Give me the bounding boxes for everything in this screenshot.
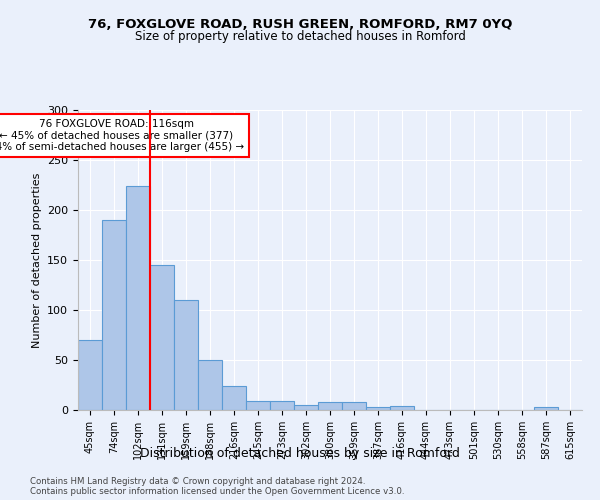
Bar	[366, 407, 390, 410]
Bar	[246, 401, 270, 410]
Text: 76, FOXGLOVE ROAD, RUSH GREEN, ROMFORD, RM7 0YQ: 76, FOXGLOVE ROAD, RUSH GREEN, ROMFORD, …	[88, 18, 512, 30]
Bar	[222, 386, 246, 410]
Bar	[174, 300, 198, 410]
Bar	[342, 402, 366, 410]
Bar	[102, 220, 126, 410]
Text: Size of property relative to detached houses in Romford: Size of property relative to detached ho…	[134, 30, 466, 43]
Y-axis label: Number of detached properties: Number of detached properties	[32, 172, 41, 348]
Text: 76 FOXGLOVE ROAD: 116sqm
← 45% of detached houses are smaller (377)
54% of semi-: 76 FOXGLOVE ROAD: 116sqm ← 45% of detach…	[0, 119, 244, 152]
Bar	[390, 406, 414, 410]
Bar	[534, 407, 558, 410]
Bar	[270, 401, 294, 410]
Text: Contains public sector information licensed under the Open Government Licence v3: Contains public sector information licen…	[30, 488, 404, 496]
Bar	[150, 265, 174, 410]
Text: Distribution of detached houses by size in Romford: Distribution of detached houses by size …	[140, 448, 460, 460]
Bar	[78, 340, 102, 410]
Bar	[126, 186, 150, 410]
Text: Contains HM Land Registry data © Crown copyright and database right 2024.: Contains HM Land Registry data © Crown c…	[30, 478, 365, 486]
Bar	[198, 360, 222, 410]
Bar	[294, 405, 318, 410]
Bar	[318, 402, 342, 410]
